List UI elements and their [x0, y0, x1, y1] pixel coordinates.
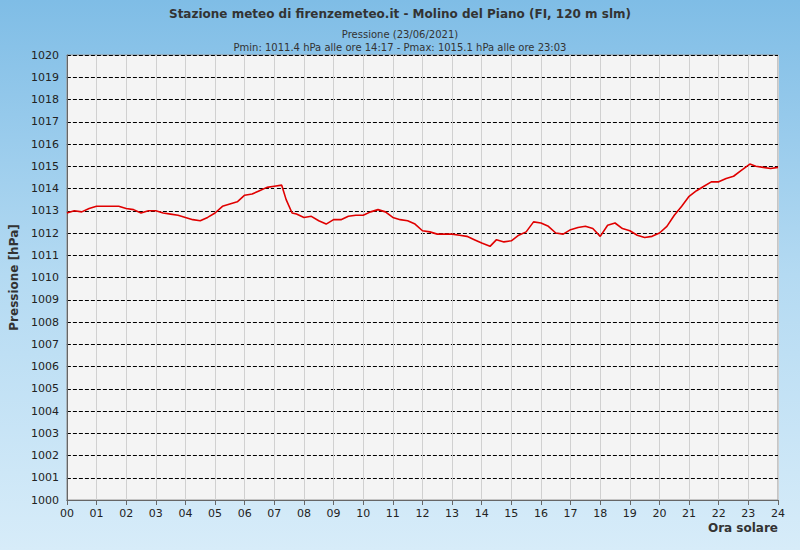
svg-text:09: 09 — [327, 507, 341, 520]
svg-text:1011: 1011 — [31, 249, 59, 262]
svg-text:04: 04 — [178, 507, 192, 520]
svg-text:22: 22 — [712, 507, 726, 520]
svg-text:1004: 1004 — [31, 405, 59, 418]
svg-text:1002: 1002 — [31, 449, 59, 462]
svg-text:1008: 1008 — [31, 316, 59, 329]
svg-text:1012: 1012 — [31, 227, 59, 240]
svg-text:1006: 1006 — [31, 360, 59, 373]
svg-text:Ora solare: Ora solare — [708, 521, 778, 535]
svg-text:06: 06 — [238, 507, 252, 520]
svg-text:1014: 1014 — [31, 182, 59, 195]
svg-text:1003: 1003 — [31, 427, 59, 440]
svg-text:23: 23 — [741, 507, 755, 520]
svg-text:16: 16 — [534, 507, 548, 520]
svg-text:21: 21 — [682, 507, 696, 520]
svg-text:10: 10 — [356, 507, 370, 520]
svg-text:1000: 1000 — [31, 494, 59, 507]
svg-text:1001: 1001 — [31, 471, 59, 484]
svg-text:1016: 1016 — [31, 138, 59, 151]
svg-text:02: 02 — [119, 507, 133, 520]
svg-text:1017: 1017 — [31, 115, 59, 128]
svg-text:1009: 1009 — [31, 293, 59, 306]
svg-text:1007: 1007 — [31, 338, 59, 351]
svg-text:Pmin: 1011.4 hPa alle ore 14:1: Pmin: 1011.4 hPa alle ore 14:17 - Pmax: … — [234, 42, 567, 53]
svg-text:1005: 1005 — [31, 382, 59, 395]
svg-text:05: 05 — [208, 507, 222, 520]
svg-text:1019: 1019 — [31, 71, 59, 84]
svg-text:03: 03 — [149, 507, 163, 520]
svg-text:1020: 1020 — [31, 49, 59, 62]
svg-text:Pressione (23/06/2021): Pressione (23/06/2021) — [342, 29, 458, 40]
svg-text:00: 00 — [60, 507, 74, 520]
svg-text:1018: 1018 — [31, 93, 59, 106]
svg-text:Pressione [hPa]: Pressione [hPa] — [7, 224, 21, 330]
svg-text:17: 17 — [564, 507, 578, 520]
svg-text:15: 15 — [504, 507, 518, 520]
svg-text:24: 24 — [771, 507, 785, 520]
svg-text:1013: 1013 — [31, 204, 59, 217]
svg-text:1010: 1010 — [31, 271, 59, 284]
svg-text:13: 13 — [445, 507, 459, 520]
svg-text:01: 01 — [90, 507, 104, 520]
svg-text:18: 18 — [593, 507, 607, 520]
svg-text:08: 08 — [297, 507, 311, 520]
svg-text:1015: 1015 — [31, 160, 59, 173]
svg-text:Stazione meteo di firenzemeteo: Stazione meteo di firenzemeteo.it - Moli… — [169, 7, 631, 21]
svg-text:14: 14 — [475, 507, 489, 520]
svg-text:12: 12 — [415, 507, 429, 520]
svg-text:11: 11 — [386, 507, 400, 520]
svg-text:19: 19 — [623, 507, 637, 520]
svg-text:20: 20 — [652, 507, 666, 520]
svg-text:07: 07 — [267, 507, 281, 520]
